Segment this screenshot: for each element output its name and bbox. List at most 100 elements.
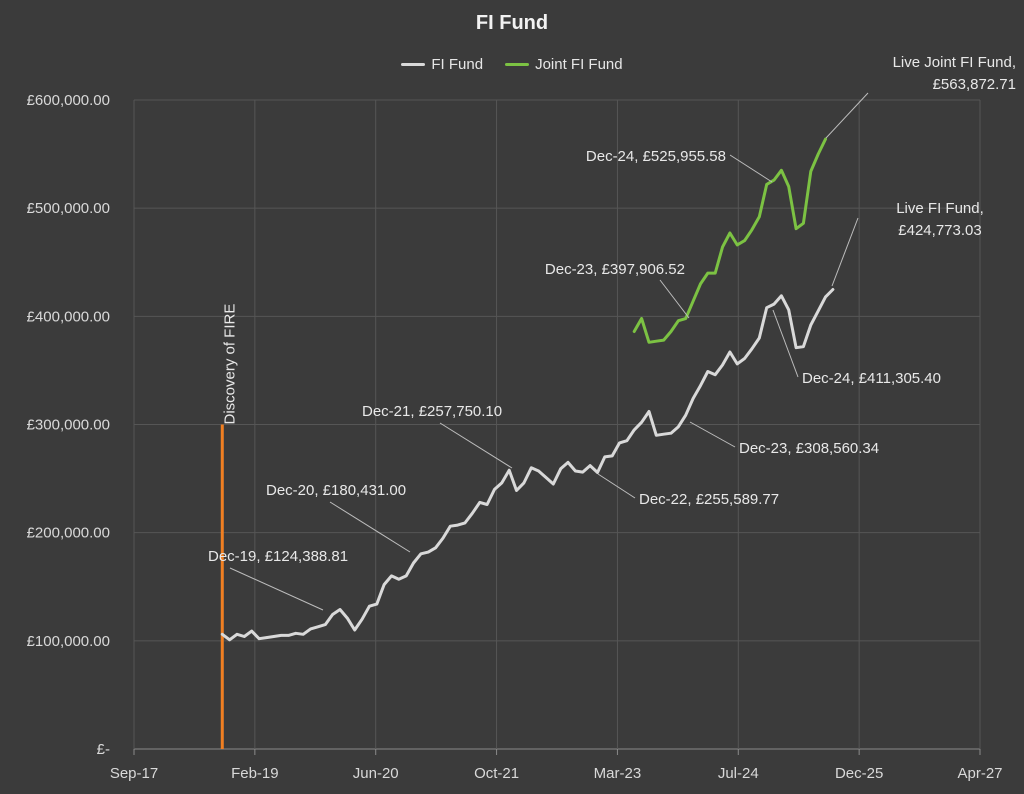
- data-point: [382, 583, 386, 586]
- data-point: [419, 552, 423, 556]
- data-point: [640, 317, 643, 320]
- annotation-label: Dec-24, £525,955.58: [586, 148, 726, 165]
- legend-label-joint-fi-fund: Joint FI Fund: [535, 56, 623, 73]
- annotation-label: Live FI Fund, £424,773.03: [896, 200, 984, 239]
- data-point: [647, 410, 651, 413]
- legend-item-joint-fi-fund[interactable]: Joint FI Fund: [505, 56, 623, 73]
- data-point: [618, 441, 621, 445]
- data-point: [596, 471, 599, 474]
- data-point: [463, 521, 467, 525]
- annotation-label: Dec-20, £180,431.00: [266, 482, 406, 499]
- data-point: [655, 434, 658, 437]
- data-point: [677, 319, 680, 322]
- data-point: [485, 503, 489, 506]
- data-point: [574, 469, 577, 473]
- data-point: [397, 577, 401, 581]
- data-point: [544, 476, 548, 479]
- data-point: [449, 524, 452, 528]
- annotation-label-line: £424,773.03: [898, 222, 981, 239]
- data-point: [669, 330, 673, 333]
- data-point: [559, 467, 562, 471]
- legend-label-fi-fund: FI Fund: [431, 56, 484, 73]
- data-point: [522, 481, 526, 485]
- annotation-label: Live Joint FI Fund, £563,872.71: [893, 54, 1016, 93]
- data-point: [552, 482, 555, 486]
- annotation-label-line: Dec-23, £308,560.34: [739, 440, 879, 457]
- series-line-fi-fund: [220, 288, 835, 642]
- data-point: [699, 282, 702, 286]
- data-point: [684, 414, 687, 417]
- data-point: [250, 629, 253, 633]
- data-point: [279, 634, 283, 637]
- data-point: [603, 455, 607, 459]
- data-point: [758, 215, 761, 219]
- x-tick-label: Sep-17: [110, 765, 158, 782]
- legend: FI Fund Joint FI Fund: [0, 56, 1024, 73]
- y-tick-label: £300,000.00: [27, 417, 110, 434]
- data-point: [353, 628, 356, 632]
- data-point: [677, 425, 680, 428]
- data-point: [758, 336, 761, 340]
- data-point: [257, 637, 261, 640]
- data-point: [780, 294, 783, 297]
- data-point: [493, 488, 496, 491]
- data-point: [750, 228, 754, 231]
- data-point: [500, 481, 504, 485]
- data-point: [809, 170, 812, 173]
- annotation-label-line: Dec-19, £124,388.81: [208, 548, 348, 565]
- data-point: [721, 363, 724, 367]
- data-point: [809, 323, 812, 327]
- y-tick-label: £-: [97, 741, 110, 758]
- data-point: [640, 421, 643, 424]
- data-point: [530, 466, 533, 469]
- data-point: [736, 362, 739, 366]
- data-point: [324, 623, 327, 626]
- annotation-leader-line: [229, 567, 324, 611]
- annotation-label-line: Dec-24, £525,955.58: [586, 148, 726, 165]
- data-point: [515, 489, 518, 492]
- data-point: [427, 550, 430, 554]
- data-point: [471, 511, 474, 515]
- data-point: [699, 384, 702, 387]
- data-point: [610, 454, 614, 458]
- legend-swatch-fi-fund: [401, 63, 426, 66]
- data-point: [633, 330, 636, 333]
- data-point: [824, 137, 827, 141]
- data-point: [802, 222, 805, 225]
- data-point: [316, 625, 320, 628]
- data-point: [537, 469, 540, 473]
- data-point: [331, 613, 334, 616]
- data-point: [655, 340, 658, 343]
- data-point: [765, 306, 768, 309]
- data-point: [404, 574, 408, 578]
- data-point: [588, 464, 592, 467]
- annotation-leader-line: [439, 422, 513, 469]
- data-point: [669, 431, 673, 435]
- data-point: [816, 309, 820, 313]
- data-point: [713, 373, 717, 376]
- annotation-label-line: Live Joint FI Fund,: [893, 54, 1016, 71]
- legend-item-fi-fund[interactable]: FI Fund: [401, 56, 483, 73]
- annotation-label: Dec-24, £411,305.40: [802, 370, 941, 387]
- annotation-label-line: Live FI Fund,: [896, 200, 984, 217]
- annotation-leader-line: [772, 309, 799, 378]
- annotation-label: Dec-23, £308,560.34: [739, 440, 879, 457]
- y-tick-label: £200,000.00: [27, 525, 110, 542]
- data-point: [736, 243, 739, 247]
- x-tick-label: Apr-27: [957, 765, 1002, 782]
- data-point: [691, 299, 695, 303]
- annotation-label: Dec-19, £124,388.81: [208, 548, 348, 565]
- data-point: [221, 633, 224, 636]
- y-tick-label: £100,000.00: [27, 633, 110, 650]
- data-point: [743, 239, 746, 242]
- annotation-leader-line: [329, 501, 411, 553]
- data-point: [272, 635, 275, 638]
- annotation-leader-line: [689, 421, 736, 448]
- data-point: [441, 536, 445, 540]
- data-point: [728, 231, 732, 235]
- data-point: [684, 317, 687, 320]
- data-point: [787, 185, 790, 188]
- legend-swatch-joint-fi-fund: [505, 63, 530, 66]
- data-point: [721, 245, 724, 249]
- data-point: [662, 338, 665, 342]
